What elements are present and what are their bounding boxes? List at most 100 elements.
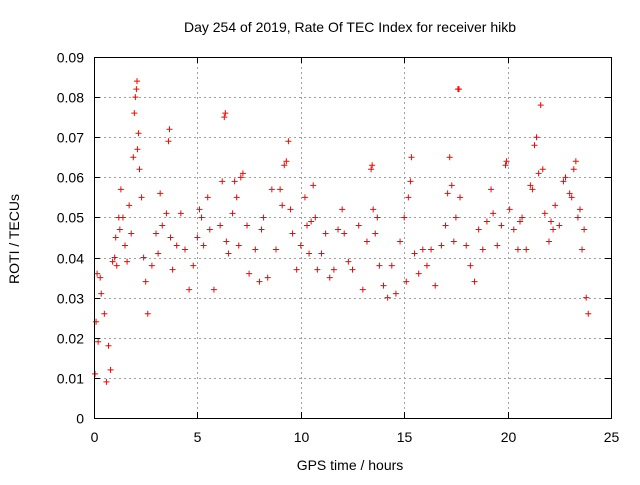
- x-axis-label: GPS time / hours: [297, 457, 404, 473]
- data-point: [116, 226, 123, 233]
- data-points: [92, 78, 592, 385]
- data-point: [405, 194, 412, 201]
- data-point: [167, 234, 174, 241]
- data-point: [231, 178, 238, 185]
- data-point: [537, 102, 544, 109]
- data-point: [124, 258, 131, 265]
- data-point: [93, 318, 100, 325]
- data-point: [341, 230, 348, 237]
- data-point: [514, 246, 521, 253]
- data-point: [122, 242, 129, 249]
- data-point: [237, 174, 244, 181]
- y-tick-label: 0.06: [57, 170, 84, 186]
- data-point: [502, 162, 509, 169]
- data-point: [134, 78, 141, 85]
- data-point: [519, 214, 526, 221]
- data-point: [165, 138, 172, 145]
- data-point: [308, 218, 315, 225]
- data-point: [157, 190, 164, 197]
- data-point: [279, 202, 286, 209]
- y-axis-label: ROTI / TECUs: [6, 194, 22, 284]
- data-point: [111, 254, 118, 261]
- data-point: [330, 266, 337, 273]
- data-point: [314, 266, 321, 273]
- data-point: [392, 290, 399, 297]
- data-point: [217, 222, 224, 229]
- data-point: [131, 110, 138, 117]
- data-point: [113, 262, 120, 269]
- y-tick-label: 0: [76, 411, 84, 427]
- data-point: [109, 258, 116, 265]
- data-point: [397, 238, 404, 245]
- plot-frame: [94, 57, 612, 419]
- data-point: [287, 206, 294, 213]
- data-point: [198, 214, 205, 221]
- data-point: [310, 182, 317, 189]
- data-point: [490, 210, 497, 217]
- y-tick-label: 0.08: [57, 90, 84, 106]
- data-point: [556, 222, 563, 229]
- data-point: [260, 214, 267, 221]
- data-point: [222, 110, 229, 117]
- data-point: [140, 254, 147, 261]
- data-point: [169, 266, 176, 273]
- data-point: [456, 86, 463, 93]
- data-point: [552, 202, 559, 209]
- data-point: [144, 310, 151, 317]
- data-point: [268, 186, 275, 193]
- data-point: [283, 158, 290, 165]
- data-point: [408, 154, 415, 161]
- y-tick-label: 0.01: [57, 371, 84, 387]
- x-tick-label: 15: [397, 429, 413, 445]
- data-point: [506, 206, 513, 213]
- data-point: [370, 206, 377, 213]
- data-point: [446, 154, 453, 161]
- data-point: [339, 206, 346, 213]
- data-point: [94, 270, 101, 277]
- data-point: [117, 186, 124, 193]
- data-point: [194, 234, 201, 241]
- data-point: [523, 246, 530, 253]
- data-point: [119, 214, 126, 221]
- data-point: [568, 194, 575, 201]
- data-point: [210, 286, 217, 293]
- data-point: [155, 250, 162, 257]
- data-point: [572, 158, 579, 165]
- data-point: [281, 162, 288, 169]
- data-point: [138, 194, 145, 201]
- data-point: [225, 250, 232, 257]
- data-point: [128, 230, 135, 237]
- data-point: [233, 194, 240, 201]
- data-point: [479, 246, 486, 253]
- y-tick-label: 0.02: [57, 331, 84, 347]
- data-point: [349, 266, 356, 273]
- data-point: [196, 206, 203, 213]
- data-point: [388, 262, 395, 269]
- data-point: [374, 214, 381, 221]
- chart-title: Day 254 of 2019, Rate Of TEC Index for r…: [184, 19, 516, 35]
- data-point: [401, 214, 408, 221]
- data-point: [97, 274, 104, 281]
- data-point: [304, 222, 311, 229]
- data-point: [206, 226, 213, 233]
- data-point: [531, 142, 538, 149]
- data-point: [419, 246, 426, 253]
- data-point: [272, 246, 279, 253]
- y-tick-label: 0.07: [57, 130, 84, 146]
- data-point: [407, 178, 414, 185]
- data-point: [517, 218, 524, 225]
- data-point: [363, 238, 370, 245]
- data-point: [335, 226, 342, 233]
- data-point: [423, 262, 430, 269]
- data-point: [548, 218, 555, 225]
- x-tick-label: 5: [194, 429, 202, 445]
- data-point: [136, 166, 143, 173]
- data-point: [498, 222, 505, 229]
- data-point: [98, 290, 105, 297]
- data-point: [301, 194, 308, 201]
- data-point: [289, 230, 296, 237]
- data-point: [579, 246, 586, 253]
- data-point: [452, 214, 459, 221]
- data-point: [432, 282, 439, 289]
